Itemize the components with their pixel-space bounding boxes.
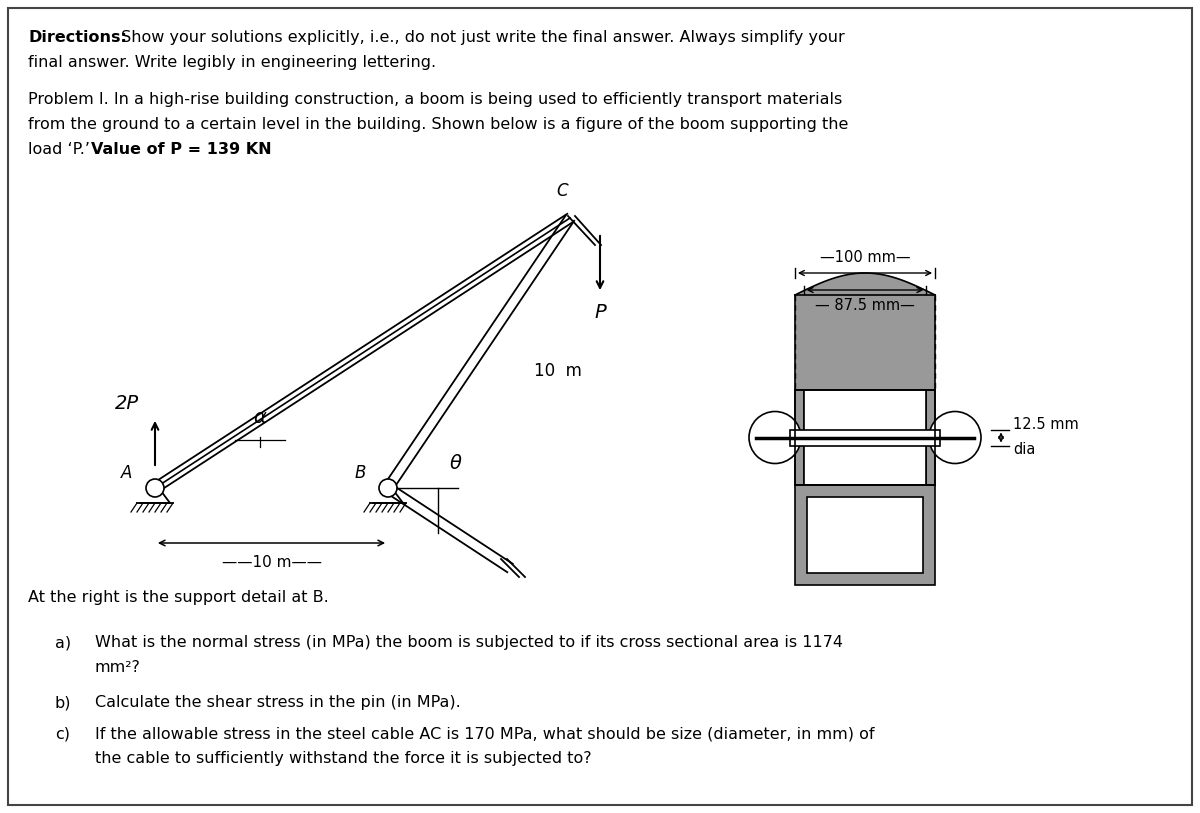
- Text: If the allowable stress in the steel cable AC is 170 MPa, what should be size (d: If the allowable stress in the steel cab…: [95, 726, 875, 741]
- Text: P: P: [594, 303, 606, 322]
- Bar: [790, 429, 940, 446]
- Circle shape: [749, 411, 802, 463]
- Circle shape: [146, 479, 164, 497]
- Bar: [808, 497, 923, 573]
- Text: b): b): [55, 695, 72, 710]
- Text: from the ground to a certain level in the building. Shown below is a figure of t: from the ground to a certain level in th…: [28, 117, 848, 132]
- Text: At the right is the support detail at B.: At the right is the support detail at B.: [28, 590, 329, 605]
- Text: 10  m: 10 m: [534, 362, 582, 380]
- Bar: [926, 390, 935, 485]
- Bar: [796, 295, 935, 390]
- Text: C: C: [556, 182, 568, 200]
- Text: Show your solutions explicitly, i.e., do not just write the final answer. Always: Show your solutions explicitly, i.e., do…: [116, 30, 845, 45]
- Text: θ: θ: [450, 454, 462, 472]
- Text: Value of P = 139 KN: Value of P = 139 KN: [91, 142, 271, 157]
- Text: dia: dia: [1013, 441, 1036, 457]
- Text: Directions:: Directions:: [28, 30, 127, 45]
- Text: A: A: [121, 464, 133, 482]
- Text: load ‘P.’: load ‘P.’: [28, 142, 95, 157]
- Text: Calculate the shear stress in the pin (in MPa).: Calculate the shear stress in the pin (i…: [95, 695, 461, 710]
- Text: ——10 m——: ——10 m——: [222, 555, 322, 570]
- Text: What is the normal stress (in MPa) the boom is subjected to if its cross section: What is the normal stress (in MPa) the b…: [95, 635, 842, 650]
- Circle shape: [379, 479, 397, 497]
- Text: α: α: [253, 408, 266, 427]
- Bar: [796, 390, 804, 485]
- Text: Problem I. In a high-rise building construction, a boom is being used to efficie: Problem I. In a high-rise building const…: [28, 92, 842, 107]
- Bar: [804, 390, 926, 485]
- Text: mm²?: mm²?: [95, 660, 140, 675]
- Text: 12.5 mm: 12.5 mm: [1013, 416, 1079, 432]
- Bar: [796, 485, 935, 585]
- Circle shape: [929, 411, 982, 463]
- Text: B: B: [354, 464, 366, 482]
- Text: final answer. Write legibly in engineering lettering.: final answer. Write legibly in engineeri…: [28, 55, 436, 70]
- Text: — 87.5 mm—: — 87.5 mm—: [815, 298, 914, 313]
- Text: the cable to sufficiently withstand the force it is subjected to?: the cable to sufficiently withstand the …: [95, 751, 592, 766]
- Text: —100 mm—: —100 mm—: [820, 250, 911, 265]
- Text: c): c): [55, 726, 70, 741]
- Text: a): a): [55, 635, 71, 650]
- Text: 2P: 2P: [115, 393, 139, 412]
